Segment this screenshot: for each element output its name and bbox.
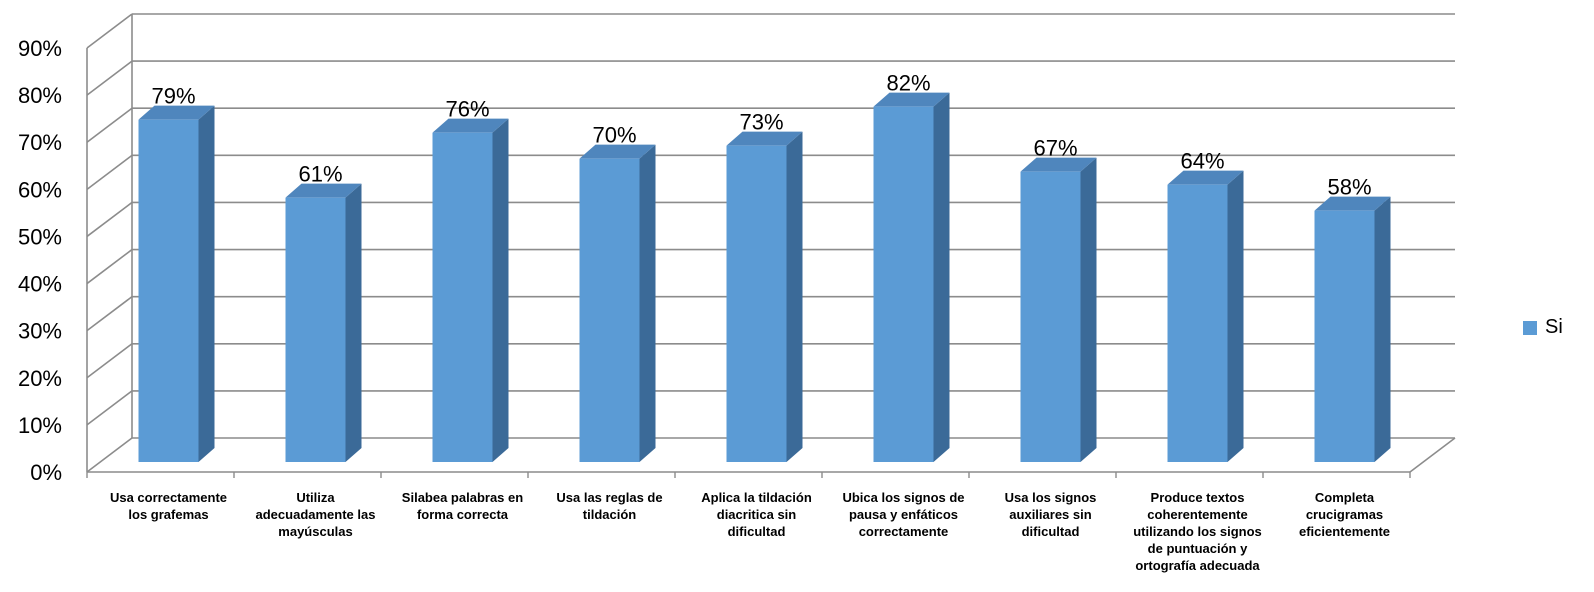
bar-side [639,144,656,462]
bar-side [198,105,215,463]
gridline-side [86,343,133,379]
category-label-line: Produce textos [1150,490,1245,505]
category-label-line: diacritica sin [716,507,797,522]
category-label: Aplica la tildación diacritica sin dificul… [682,489,832,540]
bar [1167,184,1228,462]
bar-side [933,92,950,463]
category-label-line: coherentemente [1147,507,1248,522]
data-label: 76% [445,97,489,122]
category-label-line: Aplica la tildación [701,490,812,505]
category-label: Utiliza adecuadamente las mayúsculas [241,489,391,540]
bar-top [1314,196,1391,211]
gridline-side [86,13,133,49]
bar [726,145,787,462]
category-label-line: los grafemas [128,507,209,522]
category-label-line: forma correcta [416,507,509,522]
category-label-line: pausa y enfáticos [848,507,959,522]
category-label-line: tildación [582,507,637,522]
data-label: 58% [1327,175,1371,200]
category-label-line: eficientemente [1298,524,1391,539]
gridline-side [86,154,133,190]
bar-top [873,92,950,107]
data-label: 79% [151,84,195,109]
category-label-line: ortografía adecuada [1135,558,1260,573]
bar-side [786,131,803,462]
y-tick-label: 30% [18,319,62,344]
y-tick-label: 70% [18,130,62,155]
bar-top [726,131,803,146]
legend-label-si: Si [1545,316,1563,338]
gridline-side [86,60,133,96]
category-label-line: Usa las reglas de [556,490,663,505]
category-label-line: Usa los signos [1004,490,1097,505]
bar-top [579,144,656,159]
bar-side [492,118,509,463]
y-tick-label: 20% [18,366,62,391]
bar [873,106,934,463]
y-tick-label: 90% [18,36,62,61]
data-label: 61% [298,162,342,187]
floor-right-edge [1409,437,1456,473]
bar [285,197,346,462]
category-label-line: Silabea palabras en [401,490,524,505]
y-tick-label: 10% [18,413,62,438]
bar-side [1080,157,1097,462]
data-label: 82% [886,71,930,96]
bar-side [1374,196,1391,462]
bar [432,132,493,462]
category-label: Silabea palabras en forma correcta [388,489,538,523]
legend: Si [1523,316,1563,339]
bar-top [1167,170,1244,185]
gridline-side [86,248,133,285]
gridline-side [86,296,133,332]
bar [1020,171,1081,462]
category-label: Completa crucigramas eficientemente [1270,489,1420,540]
gridline-side [86,201,133,238]
bar [1314,210,1375,462]
bar [579,158,640,462]
gridline-side [86,107,133,143]
y-tick-label: 80% [18,83,62,108]
bar-top [1020,157,1097,172]
y-tick-label: 40% [18,272,62,297]
category-label-line: correctamente [858,524,949,539]
category-label-line: utilizando los signos [1133,524,1262,539]
category-label: Usa las reglas de tildación [535,489,685,523]
bar [138,119,199,463]
data-label: 67% [1033,136,1077,161]
category-label-line: adecuadamente las [255,507,376,522]
y-tick-label: 50% [18,224,62,249]
category-label: Usa correctamente los grafemas [94,489,244,523]
bar-side [1227,170,1244,462]
category-label-line: Ubica los signos de [842,490,965,505]
category-label-line: mayúsculas [278,524,353,539]
category-label-line: Completa [1314,490,1375,505]
category-label: Produce textos coherentemente utilizando l… [1123,489,1273,574]
data-label: 73% [739,110,783,135]
category-label-line: dificultad [1021,524,1080,539]
category-label-line: Usa correctamente [109,490,228,505]
category-label: Ubica los signos de pausa y enfáticos corr… [829,489,979,540]
category-label-line: crucigramas [1305,507,1384,522]
y-tick-label: 60% [18,177,62,202]
category-label-line: auxiliares sin [1009,507,1092,522]
data-label: 70% [592,123,636,148]
legend-swatch-si [1523,320,1537,335]
category-label-line: de puntuación y [1147,541,1248,556]
category-label: Usa los signos auxiliares sin dificultad [976,489,1126,540]
y-tick-label: 0% [30,460,62,485]
bar-top [138,105,215,120]
bar-top [285,183,362,198]
bar-top [432,118,509,133]
gridline-side [86,437,133,473]
category-label-line: Utiliza [296,490,335,505]
bar-side [345,183,362,462]
data-label: 64% [1180,149,1224,174]
category-label-line: dificultad [727,524,786,539]
gridline-side [86,390,133,426]
